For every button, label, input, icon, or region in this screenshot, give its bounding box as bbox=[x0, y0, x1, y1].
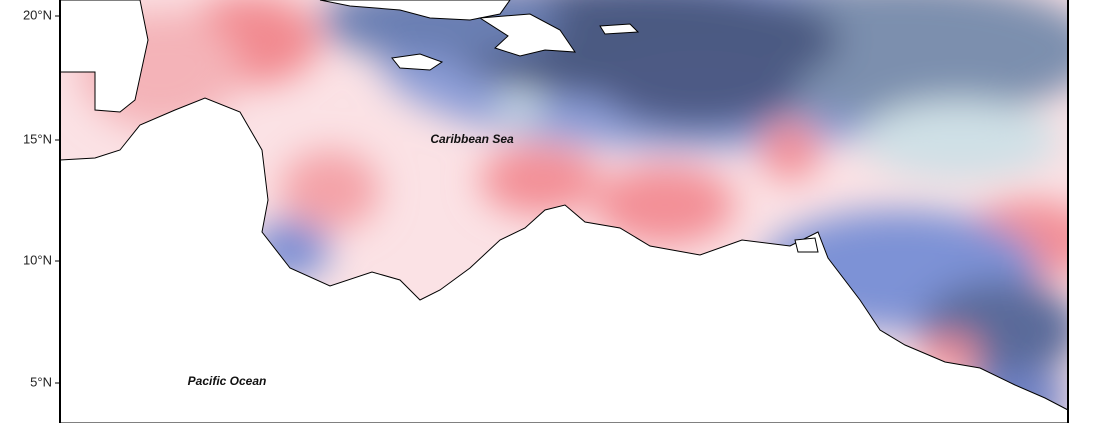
lat-label: 10°N bbox=[23, 252, 52, 267]
land-hispaniola bbox=[478, 13, 576, 57]
lat-label: 15°N bbox=[23, 131, 52, 146]
land-yucatan bbox=[60, 0, 149, 113]
land-jamaica bbox=[391, 53, 444, 71]
sea-label: Caribbean Sea bbox=[430, 132, 514, 146]
ocean-label: Pacific Ocean bbox=[188, 374, 267, 388]
lat-ticks: 20°N 15°N 10°N 5°N bbox=[23, 7, 60, 389]
field bbox=[60, 0, 1068, 423]
land-cuba bbox=[319, 0, 511, 21]
lat-label: 20°N bbox=[23, 7, 52, 22]
land-puerto-rico bbox=[599, 23, 640, 35]
land-trinidad bbox=[794, 237, 819, 253]
lat-label: 5°N bbox=[30, 374, 52, 389]
land-central-south-america bbox=[60, 97, 1068, 423]
